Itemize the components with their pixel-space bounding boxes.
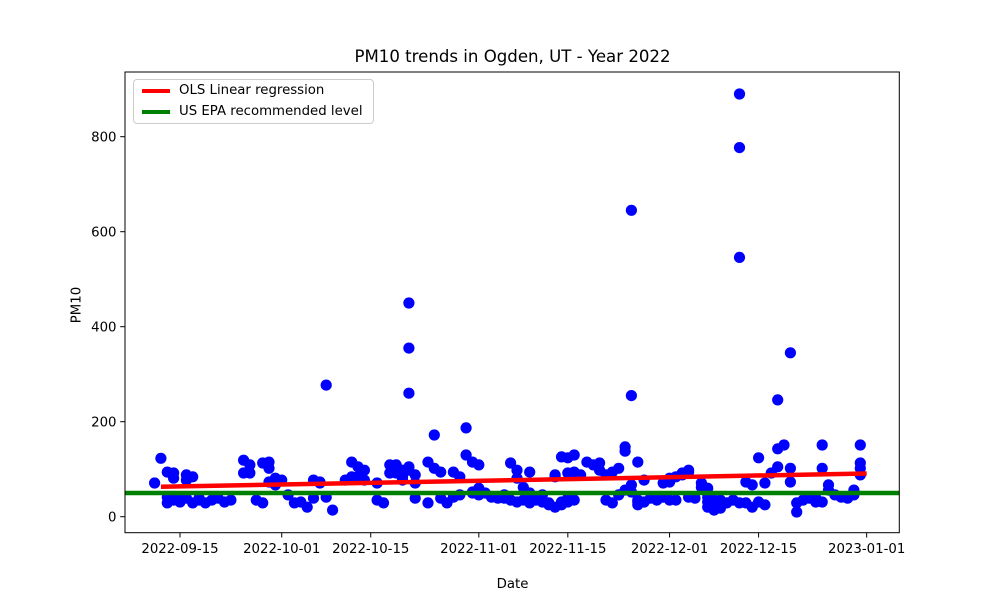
scatter-point xyxy=(403,387,415,399)
scatter-point xyxy=(759,499,771,511)
scatter-point xyxy=(619,445,631,457)
scatter-point xyxy=(854,439,866,451)
scatter-point xyxy=(816,496,828,508)
y-tick-label: 800 xyxy=(91,130,116,145)
legend-item-epa-level: US EPA recommended level xyxy=(142,105,373,119)
scatter-point xyxy=(689,492,701,504)
scatter-point xyxy=(460,422,472,434)
scatter-point xyxy=(435,466,447,478)
regression-line-swatch xyxy=(142,88,170,94)
y-tick-label: 0 xyxy=(108,510,116,525)
scatter-point xyxy=(625,204,638,216)
scatter-point xyxy=(409,469,421,481)
scatter-point xyxy=(784,476,797,488)
x-tick-label: 2022-11-15 xyxy=(529,542,606,557)
y-axis-label: PM10 xyxy=(69,286,85,324)
scatter-point xyxy=(409,492,421,504)
regression-line xyxy=(160,471,867,490)
x-tick-label: 2022-10-15 xyxy=(332,542,409,557)
legend: OLS Linear regression US EPA recommended… xyxy=(133,79,374,124)
x-tick-label: 2023-01-01 xyxy=(828,542,905,557)
scatter-point xyxy=(753,452,765,464)
scatter-point xyxy=(568,449,580,461)
scatter-point xyxy=(155,452,167,464)
scatter-point xyxy=(733,251,746,263)
y-tick-label: 600 xyxy=(91,225,116,240)
scatter-point xyxy=(613,462,625,474)
epa-line-swatch xyxy=(142,109,170,115)
scatter-point xyxy=(473,459,485,471)
scatter-point xyxy=(816,439,828,451)
scatter-point xyxy=(778,439,790,451)
scatter-point xyxy=(301,501,313,513)
scatter-point xyxy=(422,497,434,509)
x-tick-label: 2022-12-15 xyxy=(720,542,797,557)
scatter-point xyxy=(460,449,472,461)
scatter-point xyxy=(816,462,828,474)
scatter-point xyxy=(733,142,746,154)
legend-label-epa: US EPA recommended level xyxy=(179,104,363,119)
scatter-point xyxy=(733,88,746,100)
scatter-point xyxy=(791,506,803,518)
scatter-point xyxy=(632,456,644,468)
scatter-point xyxy=(625,390,638,402)
axes-frame xyxy=(124,71,900,534)
scatter-point xyxy=(772,394,784,406)
scatter-point xyxy=(263,462,275,474)
x-tick-label: 2022-10-01 xyxy=(243,542,320,557)
scatter-point xyxy=(759,477,771,489)
scatter-point xyxy=(307,492,320,504)
legend-label-ols: OLS Linear regression xyxy=(179,83,325,98)
scatter-point xyxy=(428,429,440,441)
scatter-point xyxy=(244,459,256,471)
x-tick-label: 2022-09-15 xyxy=(141,542,218,557)
scatter-point xyxy=(403,297,415,309)
y-tick-label: 400 xyxy=(91,320,116,335)
scatter-point xyxy=(511,464,523,476)
scatter-point xyxy=(187,471,199,483)
scatter-point xyxy=(403,342,415,354)
scatter-point xyxy=(606,497,618,509)
y-tick-label: 200 xyxy=(91,415,116,430)
legend-item-ols-regression: OLS Linear regression xyxy=(142,84,373,98)
scatter-point xyxy=(327,504,339,516)
scatter-point xyxy=(746,479,758,491)
scatter-point xyxy=(149,477,161,489)
scatter-point xyxy=(225,494,237,506)
x-tick-label: 2022-11-01 xyxy=(440,542,517,557)
x-axis-label: Date xyxy=(496,577,529,592)
scatter-point xyxy=(670,494,682,506)
scatter-point xyxy=(772,461,784,473)
scatter-point xyxy=(358,464,370,476)
scatter-point xyxy=(257,497,269,509)
scatter-point xyxy=(784,462,797,474)
scatter-point xyxy=(244,467,256,479)
scatter-point xyxy=(784,347,797,359)
scatter-point xyxy=(320,379,332,391)
x-tick-label: 2022-12-01 xyxy=(631,542,708,557)
scatter-point xyxy=(168,472,180,484)
chart-title: PM10 trends in Ogden, UT - Year 2022 xyxy=(354,47,671,66)
scatter-point xyxy=(568,494,580,506)
scatter-point xyxy=(505,457,517,469)
scatter-point xyxy=(524,466,536,478)
scatter-point xyxy=(377,497,390,509)
